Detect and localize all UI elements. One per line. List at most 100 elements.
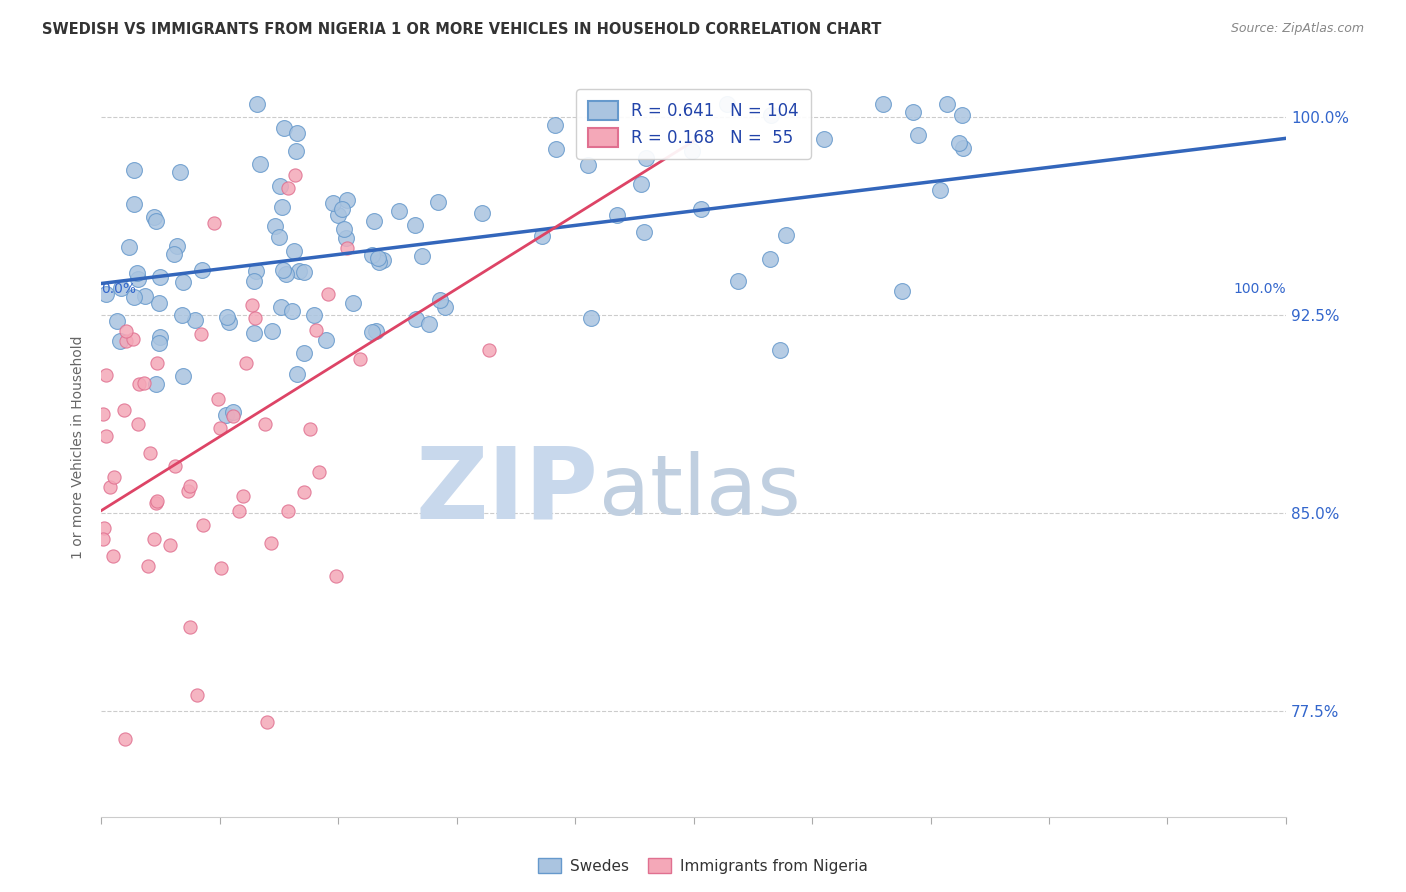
Point	[232, 489, 254, 503]
Point	[576, 158, 599, 172]
Point	[253, 417, 276, 431]
Point	[169, 165, 191, 179]
Point	[336, 241, 359, 255]
Point	[142, 211, 165, 225]
Point	[872, 96, 894, 111]
Point	[544, 118, 567, 132]
Point	[284, 169, 307, 183]
Text: 100.0%: 100.0%	[1233, 282, 1286, 296]
Point	[330, 202, 353, 216]
Point	[163, 459, 186, 474]
Point	[202, 216, 225, 230]
Point	[335, 231, 357, 245]
Point	[114, 732, 136, 747]
Point	[950, 108, 973, 122]
Point	[243, 310, 266, 325]
Point	[367, 252, 389, 266]
Point	[269, 179, 291, 194]
Point	[890, 285, 912, 299]
Point	[363, 213, 385, 227]
Point	[122, 197, 145, 211]
Point	[118, 240, 141, 254]
Point	[426, 194, 449, 209]
Point	[179, 619, 201, 633]
Point	[146, 493, 169, 508]
Point	[103, 470, 125, 484]
Point	[145, 214, 167, 228]
Point	[235, 356, 257, 370]
Point	[903, 104, 925, 119]
Point	[177, 484, 200, 499]
Point	[271, 262, 294, 277]
Point	[948, 136, 970, 151]
Point	[98, 480, 121, 494]
Point	[305, 323, 328, 337]
Point	[122, 332, 145, 346]
Point	[190, 326, 212, 341]
Point	[170, 308, 193, 322]
Point	[163, 247, 186, 261]
Point	[207, 392, 229, 406]
Point	[274, 267, 297, 281]
Point	[315, 333, 337, 347]
Point	[471, 205, 494, 219]
Point	[531, 228, 554, 243]
Point	[761, 108, 783, 122]
Point	[405, 311, 427, 326]
Point	[333, 222, 356, 236]
Point	[191, 263, 214, 277]
Point	[418, 318, 440, 332]
Point	[388, 204, 411, 219]
Point	[630, 177, 652, 191]
Point	[179, 478, 201, 492]
Point	[184, 312, 207, 326]
Point	[249, 156, 271, 170]
Y-axis label: 1 or more Vehicles in Household: 1 or more Vehicles in Household	[72, 335, 86, 558]
Point	[191, 518, 214, 533]
Point	[769, 343, 792, 357]
Point	[775, 228, 797, 243]
Point	[91, 408, 114, 422]
Point	[429, 293, 451, 307]
Point	[277, 181, 299, 195]
Point	[716, 96, 738, 111]
Point	[136, 559, 159, 574]
Point	[139, 446, 162, 460]
Point	[336, 193, 359, 207]
Point	[128, 377, 150, 392]
Point	[134, 289, 156, 303]
Point	[110, 334, 132, 348]
Point	[292, 265, 315, 279]
Point	[262, 324, 284, 338]
Point	[127, 272, 149, 286]
Point	[689, 202, 711, 217]
Point	[214, 409, 236, 423]
Point	[264, 219, 287, 233]
Point	[172, 276, 194, 290]
Point	[145, 376, 167, 391]
Point	[149, 269, 172, 284]
Point	[277, 504, 299, 518]
Text: ZIP: ZIP	[416, 442, 599, 540]
Point	[952, 141, 974, 155]
Point	[267, 229, 290, 244]
Point	[681, 144, 703, 158]
Point	[93, 521, 115, 535]
Point	[245, 263, 267, 277]
Point	[172, 369, 194, 384]
Legend: R = 0.641   N = 104, R = 0.168   N =  55: R = 0.641 N = 104, R = 0.168 N = 55	[576, 89, 811, 159]
Point	[142, 533, 165, 547]
Point	[285, 367, 308, 381]
Point	[281, 303, 304, 318]
Point	[222, 409, 245, 423]
Point	[606, 208, 628, 222]
Point	[122, 290, 145, 304]
Point	[929, 183, 952, 197]
Point	[579, 311, 602, 326]
Point	[308, 465, 330, 479]
Point	[326, 208, 349, 222]
Point	[325, 569, 347, 583]
Point	[209, 560, 232, 574]
Point	[322, 196, 344, 211]
Point	[360, 248, 382, 262]
